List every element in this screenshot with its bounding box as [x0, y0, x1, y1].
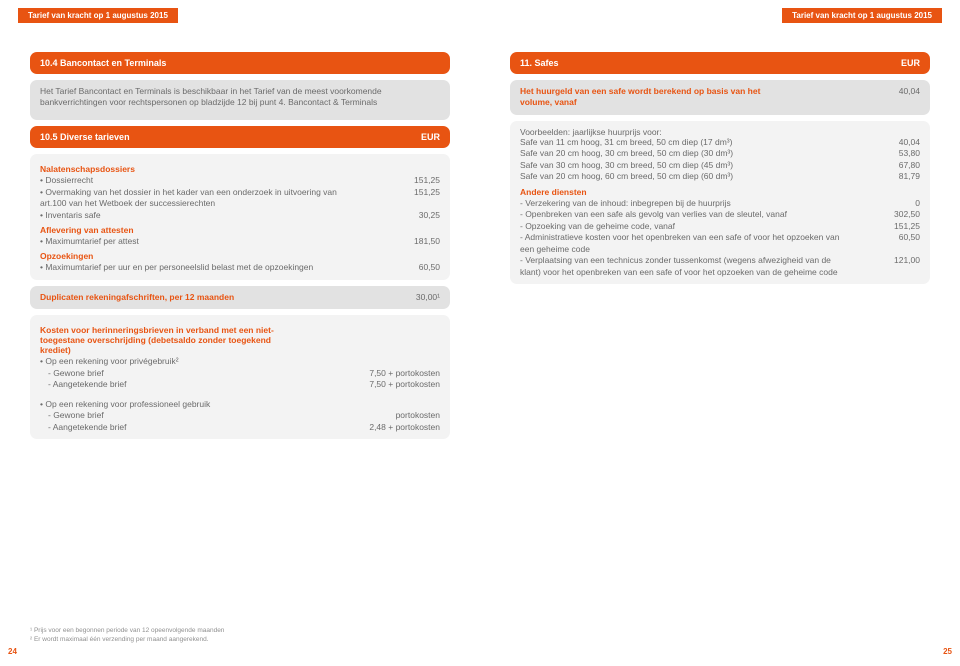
- left-content: 10.4 Bancontact en Terminals Het Tarief …: [30, 52, 450, 439]
- rem-head: Kosten voor herinneringsbrieven in verba…: [40, 325, 300, 355]
- body-10-4: Het Tarief Bancontact en Terminals is be…: [40, 86, 440, 108]
- dup-l: Duplicaten rekeningafschriften, per 12 m…: [40, 292, 385, 303]
- dup-v: 30,00¹: [385, 292, 440, 303]
- title-10-5: 10.5 Diverse tarieven: [40, 132, 130, 142]
- section-10-4-title: 10.4 Bancontact en Terminals: [30, 52, 450, 74]
- v: 53,80: [865, 148, 920, 159]
- intro-v: 40,04: [865, 86, 920, 109]
- and-head: Andere diensten: [520, 187, 920, 197]
- page-num-right: 25: [943, 647, 952, 656]
- section-10-5-title: 10.5 Diverse tarieven EUR: [30, 126, 450, 148]
- v: portokosten: [385, 410, 440, 421]
- v: 7,50 + portokosten: [369, 368, 440, 379]
- r: Safe van 11 cm hoog, 31 cm breed, 50 cm …: [520, 137, 865, 148]
- v: 81,79: [865, 171, 920, 182]
- r: - Administratieve kosten voor het openbr…: [520, 232, 865, 255]
- r: - Aangetekende brief: [40, 422, 369, 433]
- aflev-head: Aflevering van attesten: [40, 225, 440, 235]
- section-10-4-body: Het Tarief Bancontact en Terminals is be…: [30, 80, 450, 120]
- v: 60,50: [385, 262, 440, 273]
- page-left: Tarief van kracht op 1 augustus 2015 10.…: [0, 0, 480, 666]
- r: Op een rekening voor privégebruik²: [40, 356, 440, 367]
- r: - Verplaatsing van een technicus zonder …: [520, 255, 865, 278]
- opz-head: Opzoekingen: [40, 251, 440, 261]
- v: 0: [865, 198, 920, 209]
- section-11-title: 11. Safes EUR: [510, 52, 930, 74]
- r: Safe van 20 cm hoog, 60 cm breed, 50 cm …: [520, 171, 865, 182]
- section-11-body: Voorbeelden: jaarlijkse huurprijs voor: …: [510, 121, 930, 284]
- section-dup: Duplicaten rekeningafschriften, per 12 m…: [30, 286, 450, 309]
- title-11: 11. Safes: [520, 58, 559, 68]
- title-10-4: 10.4 Bancontact en Terminals: [40, 58, 166, 68]
- r: - Opzoeking van de geheime code, vanaf: [520, 221, 865, 232]
- r: Maximumtarief per uur en per personeelsl…: [40, 262, 385, 273]
- header-tag-left: Tarief van kracht op 1 augustus 2015: [18, 8, 178, 23]
- v: 151,25: [385, 187, 440, 210]
- r: Safe van 30 cm hoog, 30 cm breed, 50 cm …: [520, 160, 865, 171]
- v: 121,00: [865, 255, 920, 278]
- r: - Aangetekende brief: [40, 379, 369, 390]
- nalat-head: Nalatenschapsdossiers: [40, 164, 440, 174]
- v: 181,50: [385, 236, 440, 247]
- eur-10-5: EUR: [421, 132, 440, 142]
- eur-11: EUR: [901, 58, 920, 68]
- r: Safe van 20 cm hoog, 30 cm breed, 50 cm …: [520, 148, 865, 159]
- v: 2,48 + portokosten: [369, 422, 440, 433]
- r: - Openbreken van een safe als gevolg van…: [520, 209, 865, 220]
- ex-head: Voorbeelden: jaarlijkse huurprijs voor:: [520, 127, 920, 137]
- v: 60,50: [865, 232, 920, 255]
- fn2: ² Er wordt maximaal één verzending per m…: [30, 636, 224, 644]
- header-tag-right: Tarief van kracht op 1 augustus 2015: [782, 8, 942, 23]
- r: Op een rekening voor professioneel gebru…: [40, 399, 440, 410]
- page-spread: Tarief van kracht op 1 augustus 2015 10.…: [0, 0, 960, 666]
- r: - Verzekering van de inhoud: inbegrepen …: [520, 198, 865, 209]
- fn1: ¹ Prijs voor een begonnen periode van 12…: [30, 627, 224, 635]
- intro-l: Het huurgeld van een safe wordt berekend…: [520, 86, 800, 109]
- page-right: Tarief van kracht op 1 augustus 2015 11.…: [480, 0, 960, 666]
- v: 151,25: [385, 175, 440, 186]
- v: 67,80: [865, 160, 920, 171]
- section-10-5-body-1: Nalatenschapsdossiers Dossierrecht151,25…: [30, 154, 450, 280]
- v: 7,50 + portokosten: [369, 379, 440, 390]
- r: - Gewone brief: [40, 410, 385, 421]
- section-11-intro: Het huurgeld van een safe wordt berekend…: [510, 80, 930, 115]
- v: 40,04: [865, 137, 920, 148]
- section-reminders: Kosten voor herinneringsbrieven in verba…: [30, 315, 450, 439]
- r: Inventaris safe: [40, 210, 385, 221]
- r: Dossierrecht: [40, 175, 385, 186]
- r: Maximumtarief per attest: [40, 236, 385, 247]
- right-content: 11. Safes EUR Het huurgeld van een safe …: [510, 52, 930, 284]
- page-num-left: 24: [8, 647, 17, 656]
- footnotes: ¹ Prijs voor een begonnen periode van 12…: [30, 627, 224, 644]
- v: 151,25: [865, 221, 920, 232]
- v: 30,25: [385, 210, 440, 221]
- r: - Gewone brief: [40, 368, 369, 379]
- r: Overmaking van het dossier in het kader …: [40, 187, 385, 210]
- v: 302,50: [865, 209, 920, 220]
